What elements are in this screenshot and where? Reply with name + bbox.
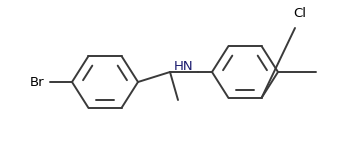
Text: Br: Br — [29, 75, 44, 88]
Text: Cl: Cl — [293, 7, 307, 20]
Text: HN: HN — [174, 60, 193, 72]
